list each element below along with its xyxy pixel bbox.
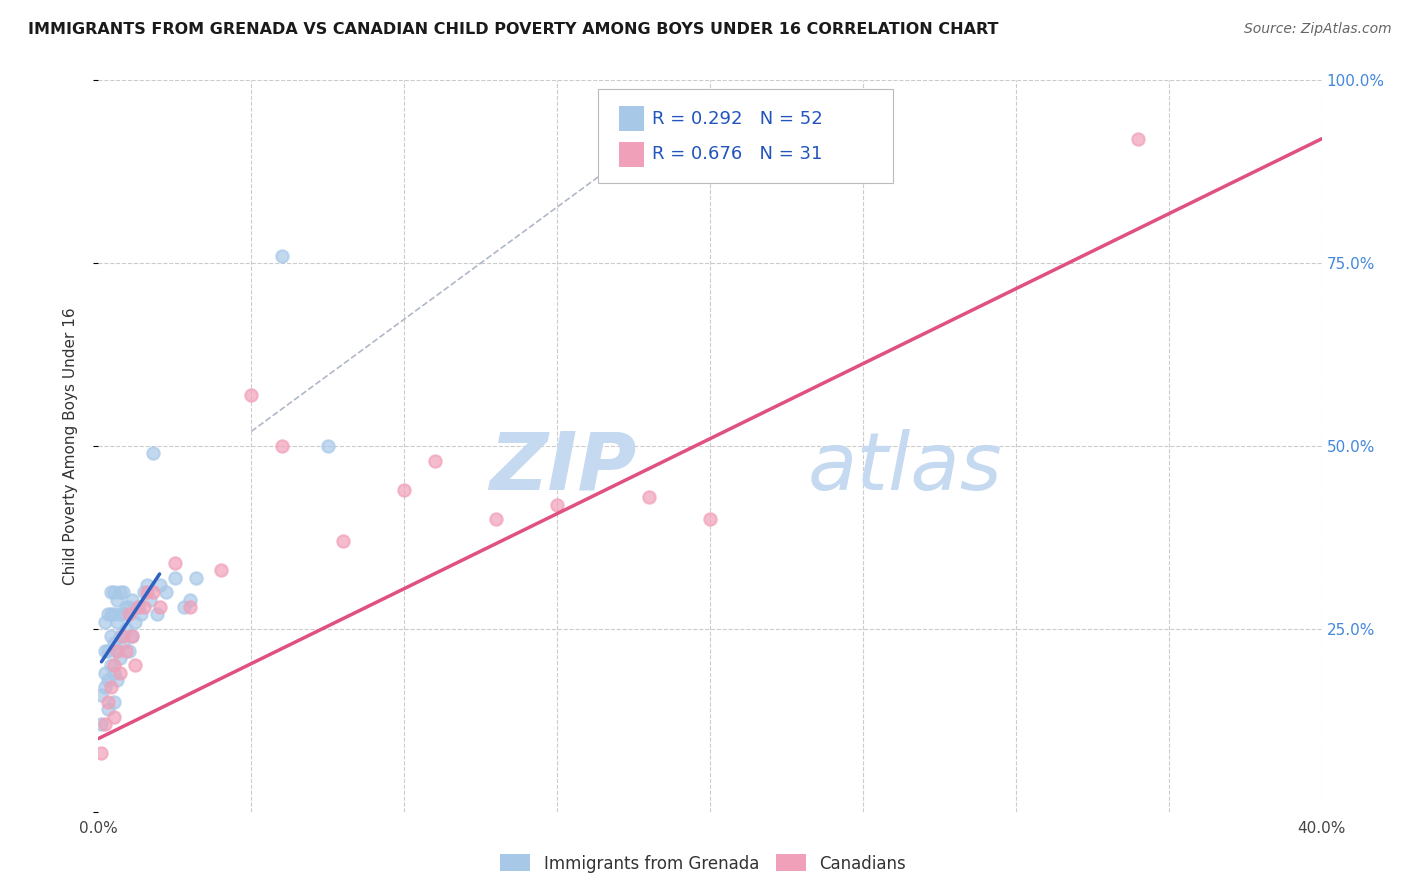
Point	[100, 607, 122, 622]
Point	[111, 585, 134, 599]
Point	[111, 636, 134, 650]
Point	[270, 439, 292, 453]
Point	[105, 592, 128, 607]
Point	[485, 512, 508, 526]
Point	[179, 592, 201, 607]
Point	[149, 599, 172, 614]
Point	[209, 563, 232, 577]
Point	[115, 622, 138, 636]
Legend: Immigrants from Grenada, Canadians: Immigrants from Grenada, Canadians	[494, 847, 912, 880]
Point	[546, 498, 568, 512]
Point	[108, 651, 131, 665]
Point	[97, 644, 120, 658]
Point	[93, 644, 115, 658]
Point	[90, 746, 112, 760]
Point	[121, 629, 143, 643]
Point	[270, 249, 292, 263]
Point	[127, 599, 149, 614]
Point	[103, 585, 125, 599]
Text: R = 0.292   N = 52: R = 0.292 N = 52	[652, 110, 823, 128]
Point	[93, 681, 115, 695]
Point	[93, 665, 115, 680]
Point	[127, 599, 149, 614]
Point	[105, 644, 128, 658]
Point	[108, 607, 131, 622]
Point	[111, 607, 134, 622]
Point	[118, 599, 141, 614]
Point	[136, 578, 159, 592]
Point	[134, 599, 156, 614]
Point	[173, 599, 195, 614]
Point	[134, 585, 156, 599]
Point	[103, 658, 125, 673]
Point	[108, 585, 131, 599]
Point	[97, 702, 120, 716]
Point	[93, 717, 115, 731]
Point	[142, 446, 165, 460]
Point	[118, 644, 141, 658]
Point	[149, 578, 172, 592]
Point	[103, 709, 125, 723]
Point	[97, 695, 120, 709]
Point	[103, 636, 125, 650]
Point	[163, 571, 186, 585]
Point	[186, 571, 208, 585]
Point	[97, 607, 120, 622]
Text: atlas: atlas	[808, 429, 1002, 507]
Point	[316, 439, 339, 453]
Point	[103, 665, 125, 680]
Text: ZIP: ZIP	[489, 429, 637, 507]
Point	[118, 607, 141, 622]
Point	[1128, 132, 1150, 146]
Point	[100, 681, 122, 695]
Point	[124, 658, 146, 673]
Point	[108, 629, 131, 643]
Point	[699, 512, 721, 526]
Point	[179, 599, 201, 614]
Point	[637, 490, 661, 504]
Point	[155, 585, 177, 599]
Point	[129, 607, 152, 622]
Point	[103, 695, 125, 709]
Point	[115, 599, 138, 614]
Point	[93, 615, 115, 629]
Point	[105, 644, 128, 658]
Point	[136, 585, 159, 599]
Point	[105, 673, 128, 687]
Point	[163, 556, 186, 570]
Point	[124, 615, 146, 629]
Point	[108, 665, 131, 680]
Text: R = 0.676   N = 31: R = 0.676 N = 31	[652, 145, 823, 163]
Point	[100, 658, 122, 673]
Point	[121, 629, 143, 643]
Y-axis label: Child Poverty Among Boys Under 16: Child Poverty Among Boys Under 16	[63, 307, 77, 585]
Point	[115, 644, 138, 658]
Point	[240, 388, 263, 402]
Point	[97, 673, 120, 687]
Point	[111, 629, 134, 643]
Point	[332, 534, 354, 549]
Point	[105, 615, 128, 629]
Point	[142, 585, 165, 599]
Point	[423, 453, 446, 467]
Point	[90, 717, 112, 731]
Point	[90, 688, 112, 702]
Text: Source: ZipAtlas.com: Source: ZipAtlas.com	[1244, 22, 1392, 37]
Point	[100, 629, 122, 643]
Point	[145, 607, 167, 622]
Point	[392, 483, 416, 497]
Point	[103, 607, 125, 622]
Point	[121, 592, 143, 607]
Point	[139, 592, 162, 607]
Point	[100, 585, 122, 599]
Text: IMMIGRANTS FROM GRENADA VS CANADIAN CHILD POVERTY AMONG BOYS UNDER 16 CORRELATIO: IMMIGRANTS FROM GRENADA VS CANADIAN CHIL…	[28, 22, 998, 37]
